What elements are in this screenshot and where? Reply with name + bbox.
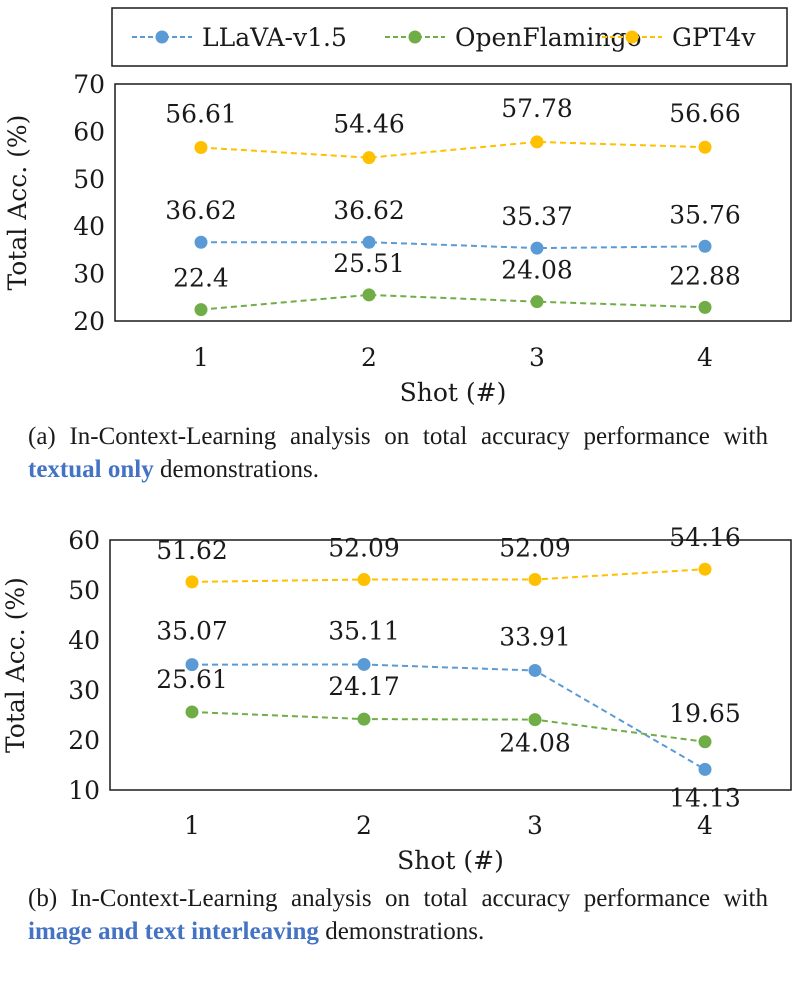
y-tick-label: 40 [68,626,100,655]
series-line [191,568,706,583]
data-label: 35.37 [501,202,573,231]
data-point [185,658,199,672]
x-tick-label: 3 [529,343,545,372]
legend-swatch-marker [408,30,422,44]
x-tick-label: 3 [527,811,543,840]
plot-area [114,83,792,322]
x-tick-label: 1 [193,343,209,372]
data-point [528,713,542,727]
y-tick-label: 70 [73,70,105,99]
legend-label: GPT4v [672,23,756,52]
data-point [698,140,712,154]
y-tick-label: 20 [68,726,100,755]
y-tick-label: 20 [73,307,105,336]
data-point [362,235,376,249]
series-line [191,711,706,743]
data-label: 19.65 [669,699,741,728]
data-point [698,562,712,576]
data-point [698,300,712,314]
data-point [530,295,544,309]
series-line [201,241,706,250]
data-point [194,303,208,317]
data-label: 24.17 [328,672,400,701]
x-axis-label: Shot (#) [397,846,504,875]
caption-a-suffix: demonstrations. [159,456,319,483]
data-label: 51.62 [156,536,228,565]
data-point [357,712,371,726]
data-label: 22.88 [669,261,741,290]
data-label: 54.46 [333,110,405,139]
x-tick-label: 2 [361,343,377,372]
caption-b-text: (b) In-Context-Learning analysis on tota… [28,885,768,912]
data-point [528,573,542,587]
data-point [185,705,199,719]
caption-a-highlight: textual only [28,456,154,483]
data-point [194,235,208,249]
x-tick-label: 4 [697,811,713,840]
data-label: 57.78 [501,94,573,123]
data-point [698,239,712,253]
data-label: 56.66 [669,99,741,128]
data-point [530,135,544,149]
data-point [698,762,712,776]
data-label: 24.08 [501,256,573,285]
x-tick-label: 2 [356,811,372,840]
legend-box [111,7,788,67]
data-label: 24.08 [499,729,571,758]
data-point [185,575,199,589]
y-tick-label: 60 [73,117,105,146]
series-line [191,663,706,771]
y-tick-label: 40 [73,212,105,241]
data-label: 54.16 [669,523,741,552]
data-point [357,657,371,671]
data-label: 36.62 [165,196,237,225]
data-label: 56.61 [165,99,237,128]
x-axis-label: Shot (#) [400,378,507,407]
legend-swatch-marker [155,30,169,44]
data-label: 25.51 [333,249,405,278]
caption-b-suffix: demonstrations. [325,918,485,945]
data-label: 35.11 [328,616,400,645]
y-tick-label: 60 [68,526,100,555]
chart-b: 10 20 30 40 50 60 1 2 3 4 Shot (#) Total Acc. (%) 35… [1,523,792,875]
plot-area [109,539,792,791]
caption-b: (b) In-Context-Learning analysis on tota… [28,882,768,948]
y-tick-label: 30 [73,260,105,289]
data-label: 35.07 [156,617,228,646]
data-label: 52.09 [499,534,571,563]
y-tick-label: 50 [68,576,100,605]
data-label: 52.09 [328,534,400,563]
data-point [528,663,542,677]
caption-b-highlight: image and text interleaving [28,918,319,945]
y-tick-label: 10 [68,776,100,805]
x-tick-label: 1 [184,811,200,840]
legend-swatch-marker [625,30,639,44]
data-label: 36.62 [333,196,405,225]
legend-label: LLaVA-v1.5 [202,23,347,52]
y-axis-label: Total Acc. (%) [1,577,30,753]
data-point [698,735,712,749]
data-label: 35.76 [669,200,741,229]
chart-a: 20 30 40 50 60 70 1 2 3 4 Shot (#) Total Acc. (%) 36… [3,70,792,407]
data-label: 25.61 [156,665,228,694]
data-label: 14.13 [669,783,741,812]
y-axis-label: Total Acc. (%) [3,115,32,291]
data-label: 33.91 [499,622,571,651]
data-point [194,140,208,154]
caption-a-text: (a) In-Context-Learning analysis on tota… [28,423,768,450]
series-line [200,293,706,311]
caption-a: (a) In-Context-Learning analysis on tota… [28,420,768,486]
data-label: 22.4 [173,264,229,293]
series-line [200,140,706,159]
data-point [530,241,544,255]
x-tick-label: 4 [697,343,713,372]
y-tick-label: 50 [73,165,105,194]
y-tick-label: 30 [68,676,100,705]
data-point [357,573,371,587]
data-point [362,151,376,165]
legend: LLaVA-v1.5 OpenFlamingo GPT4v [111,7,788,67]
data-point [362,288,376,302]
